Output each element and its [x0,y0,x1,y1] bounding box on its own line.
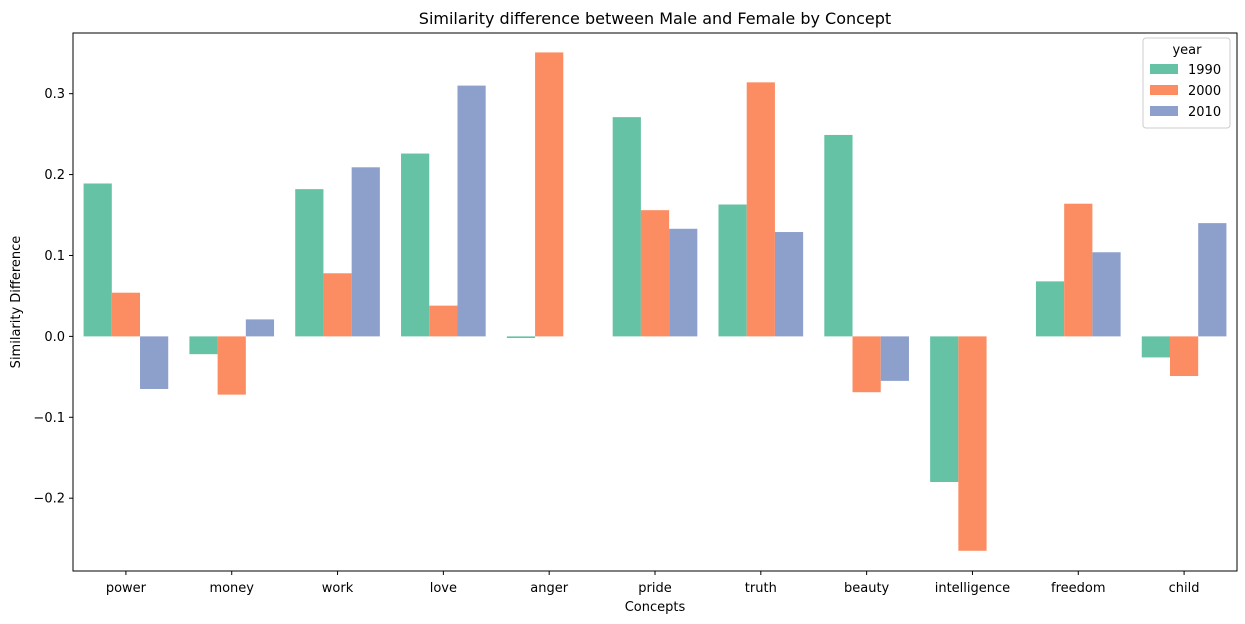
x-tick-label: power [106,581,147,596]
legend: year 1990 2000 2010 [1142,37,1231,129]
bar-beauty-2000 [852,336,881,393]
x-tick-label: love [430,581,457,596]
y-tick-label: 0.1 [44,249,65,264]
legend-box [1142,37,1231,129]
bar-truth-2000 [746,82,775,337]
bar-money-1990 [189,336,218,355]
bar-truth-2010 [774,232,804,337]
x-tick-label: anger [530,581,568,596]
bar-intelligence-2000 [958,336,987,551]
legend-label: 2000 [1188,84,1221,99]
bar-pride-1990 [612,117,641,337]
x-tick-label: freedom [1051,581,1106,596]
bar-child-1990 [1141,336,1170,358]
bar-work-2000 [323,273,352,337]
bar-pride-2010 [669,228,698,337]
plot-frame [72,32,1238,572]
bar-freedom-2000 [1064,203,1093,337]
bar-love-1990 [401,153,430,337]
bar-beauty-2010 [880,336,909,381]
x-axis-ticks: power money work love anger pride truth beauty i… [106,571,1200,596]
legend-swatch-2010 [1150,106,1178,116]
x-axis-label: Concepts [625,600,686,615]
legend-swatch-1990 [1150,64,1178,74]
x-tick-label: work [322,581,354,596]
x-tick-label: truth [745,581,777,596]
bar-money-2010 [245,319,275,337]
y-tick-label: 0.3 [44,87,65,102]
legend-swatch-2000 [1150,85,1178,95]
legend-label: 1990 [1188,63,1221,78]
y-tick-label: −0.1 [33,411,65,426]
bar-intelligence-1990 [930,336,959,483]
x-tick-label: pride [638,581,671,596]
chart-title: Similarity difference between Male and F… [419,9,891,28]
x-tick-label: beauty [844,581,890,596]
bar-power-2010 [140,336,169,389]
bar-beauty-1990 [824,134,853,337]
legend-title: year [1172,43,1202,58]
bar-money-2000 [217,336,246,395]
bar-freedom-1990 [1035,281,1065,337]
bar-freedom-2010 [1092,252,1121,337]
bar-work-1990 [295,189,324,337]
bar-power-1990 [83,183,112,337]
legend-label: 2010 [1188,105,1221,120]
y-tick-label: −0.2 [33,492,65,507]
y-axis-ticks: −0.2 −0.1 0.0 0.1 0.2 0.3 [33,87,73,507]
y-tick-label: 0.0 [44,330,65,345]
bar-love-2000 [429,305,458,337]
bars-group [83,52,1227,551]
bar-pride-2000 [640,210,670,337]
bar-anger-1990 [506,336,536,339]
y-tick-label: 0.2 [44,168,65,183]
x-tick-label: intelligence [935,581,1010,596]
bar-love-2010 [457,85,486,337]
bar-anger-2000 [535,52,564,337]
bar-child-2010 [1198,223,1227,337]
y-axis-label: Similarity Difference [9,236,24,369]
x-tick-label: money [209,581,254,596]
bar-work-2010 [351,167,380,337]
bar-child-2000 [1169,336,1199,377]
bar-truth-1990 [718,204,747,337]
x-tick-label: child [1169,581,1200,596]
bar-power-2000 [111,292,141,337]
